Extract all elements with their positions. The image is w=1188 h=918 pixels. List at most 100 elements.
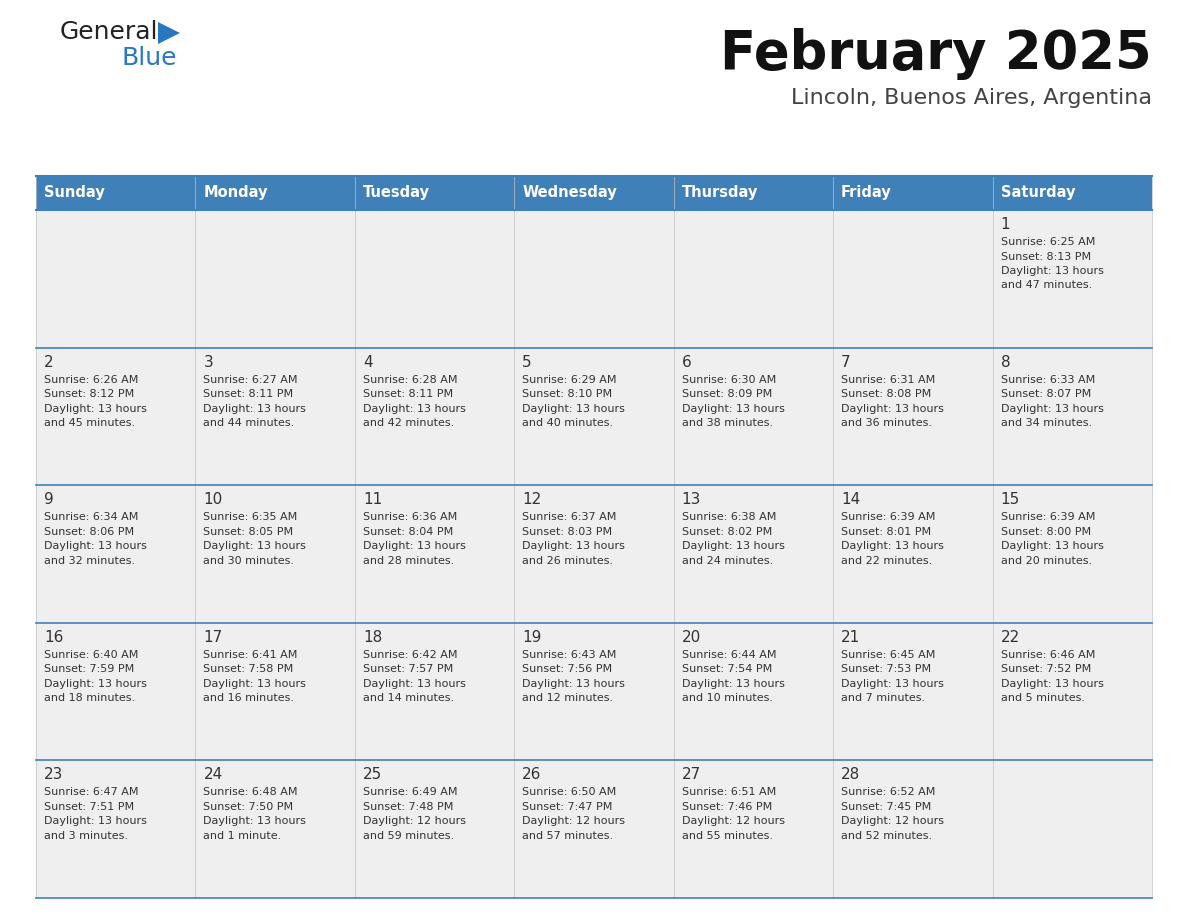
Text: Sunset: 8:07 PM: Sunset: 8:07 PM (1000, 389, 1091, 399)
Bar (833, 486, 992, 622)
Text: Daylight: 13 hours: Daylight: 13 hours (44, 542, 147, 551)
Text: General: General (61, 20, 158, 44)
Bar (196, 486, 355, 622)
Bar (674, 348, 833, 486)
Bar (833, 760, 992, 898)
Bar (36, 348, 196, 486)
Bar (992, 622, 1152, 760)
Bar (514, 622, 674, 760)
Text: Daylight: 13 hours: Daylight: 13 hours (523, 678, 625, 688)
Text: Sunrise: 6:39 AM: Sunrise: 6:39 AM (1000, 512, 1095, 522)
Text: 4: 4 (362, 354, 373, 370)
Text: Sunset: 8:05 PM: Sunset: 8:05 PM (203, 527, 293, 537)
Text: Blue: Blue (122, 46, 177, 70)
Text: 1: 1 (1000, 217, 1010, 232)
Bar (833, 622, 992, 760)
Text: and 28 minutes.: and 28 minutes. (362, 555, 454, 565)
Text: 9: 9 (44, 492, 53, 508)
Text: Sunset: 7:50 PM: Sunset: 7:50 PM (203, 802, 293, 812)
Text: Daylight: 13 hours: Daylight: 13 hours (44, 816, 147, 826)
Bar (674, 622, 833, 760)
Text: and 10 minutes.: and 10 minutes. (682, 693, 772, 703)
Text: 18: 18 (362, 630, 383, 644)
Text: and 38 minutes.: and 38 minutes. (682, 418, 773, 428)
Text: Sunset: 7:46 PM: Sunset: 7:46 PM (682, 802, 772, 812)
Text: Sunset: 7:45 PM: Sunset: 7:45 PM (841, 802, 931, 812)
Text: 5: 5 (523, 354, 532, 370)
Text: 16: 16 (44, 630, 63, 644)
Bar (196, 176, 355, 210)
Bar (992, 210, 1152, 348)
Text: 23: 23 (44, 767, 63, 782)
Text: Sunset: 7:52 PM: Sunset: 7:52 PM (1000, 665, 1091, 675)
Text: Sunset: 7:58 PM: Sunset: 7:58 PM (203, 665, 293, 675)
Bar (355, 760, 514, 898)
Bar (196, 348, 355, 486)
Text: and 52 minutes.: and 52 minutes. (841, 831, 933, 841)
Text: Daylight: 13 hours: Daylight: 13 hours (362, 404, 466, 414)
Text: Sunset: 8:10 PM: Sunset: 8:10 PM (523, 389, 612, 399)
Text: Monday: Monday (203, 185, 268, 200)
Text: Sunrise: 6:37 AM: Sunrise: 6:37 AM (523, 512, 617, 522)
Text: 12: 12 (523, 492, 542, 508)
Text: and 22 minutes.: and 22 minutes. (841, 555, 933, 565)
Text: Sunrise: 6:36 AM: Sunrise: 6:36 AM (362, 512, 457, 522)
Text: Sunrise: 6:39 AM: Sunrise: 6:39 AM (841, 512, 935, 522)
Text: Sunrise: 6:27 AM: Sunrise: 6:27 AM (203, 375, 298, 385)
Text: 2: 2 (44, 354, 53, 370)
Text: Sunset: 7:47 PM: Sunset: 7:47 PM (523, 802, 613, 812)
Bar (514, 176, 674, 210)
Text: and 44 minutes.: and 44 minutes. (203, 418, 295, 428)
Text: and 45 minutes.: and 45 minutes. (44, 418, 135, 428)
Text: and 7 minutes.: and 7 minutes. (841, 693, 925, 703)
Text: Daylight: 13 hours: Daylight: 13 hours (203, 678, 307, 688)
Text: and 3 minutes.: and 3 minutes. (44, 831, 128, 841)
Text: 26: 26 (523, 767, 542, 782)
Text: Sunrise: 6:34 AM: Sunrise: 6:34 AM (44, 512, 138, 522)
Text: Sunset: 8:06 PM: Sunset: 8:06 PM (44, 527, 134, 537)
Text: Sunset: 8:12 PM: Sunset: 8:12 PM (44, 389, 134, 399)
Text: Daylight: 13 hours: Daylight: 13 hours (1000, 678, 1104, 688)
Bar (36, 210, 196, 348)
Text: Daylight: 13 hours: Daylight: 13 hours (1000, 404, 1104, 414)
Text: Sunrise: 6:29 AM: Sunrise: 6:29 AM (523, 375, 617, 385)
Text: and 18 minutes.: and 18 minutes. (44, 693, 135, 703)
Text: Sunrise: 6:26 AM: Sunrise: 6:26 AM (44, 375, 138, 385)
Text: Sunset: 8:04 PM: Sunset: 8:04 PM (362, 527, 453, 537)
Bar (514, 760, 674, 898)
Text: Daylight: 13 hours: Daylight: 13 hours (203, 542, 307, 551)
Bar (355, 176, 514, 210)
Text: Sunrise: 6:52 AM: Sunrise: 6:52 AM (841, 788, 935, 798)
Text: Sunset: 7:53 PM: Sunset: 7:53 PM (841, 665, 931, 675)
Text: 24: 24 (203, 767, 222, 782)
Text: and 26 minutes.: and 26 minutes. (523, 555, 613, 565)
Text: 13: 13 (682, 492, 701, 508)
Bar (992, 176, 1152, 210)
Bar (196, 760, 355, 898)
Text: Daylight: 13 hours: Daylight: 13 hours (1000, 542, 1104, 551)
Text: Sunrise: 6:43 AM: Sunrise: 6:43 AM (523, 650, 617, 660)
Text: Sunrise: 6:49 AM: Sunrise: 6:49 AM (362, 788, 457, 798)
Text: and 55 minutes.: and 55 minutes. (682, 831, 772, 841)
Text: Sunrise: 6:38 AM: Sunrise: 6:38 AM (682, 512, 776, 522)
Text: Sunrise: 6:41 AM: Sunrise: 6:41 AM (203, 650, 298, 660)
Text: Sunset: 8:08 PM: Sunset: 8:08 PM (841, 389, 931, 399)
Bar (355, 348, 514, 486)
Text: Sunrise: 6:45 AM: Sunrise: 6:45 AM (841, 650, 935, 660)
Text: 7: 7 (841, 354, 851, 370)
Text: Daylight: 13 hours: Daylight: 13 hours (1000, 266, 1104, 276)
Text: Sunrise: 6:35 AM: Sunrise: 6:35 AM (203, 512, 298, 522)
Bar (355, 486, 514, 622)
Text: and 30 minutes.: and 30 minutes. (203, 555, 295, 565)
Text: and 32 minutes.: and 32 minutes. (44, 555, 135, 565)
Text: Sunrise: 6:40 AM: Sunrise: 6:40 AM (44, 650, 138, 660)
Text: 17: 17 (203, 630, 222, 644)
Text: and 57 minutes.: and 57 minutes. (523, 831, 613, 841)
Text: and 16 minutes.: and 16 minutes. (203, 693, 295, 703)
Text: Daylight: 13 hours: Daylight: 13 hours (523, 404, 625, 414)
Text: February 2025: February 2025 (720, 28, 1152, 80)
Text: 15: 15 (1000, 492, 1019, 508)
Text: and 47 minutes.: and 47 minutes. (1000, 281, 1092, 290)
Text: Daylight: 13 hours: Daylight: 13 hours (841, 678, 944, 688)
Text: and 5 minutes.: and 5 minutes. (1000, 693, 1085, 703)
